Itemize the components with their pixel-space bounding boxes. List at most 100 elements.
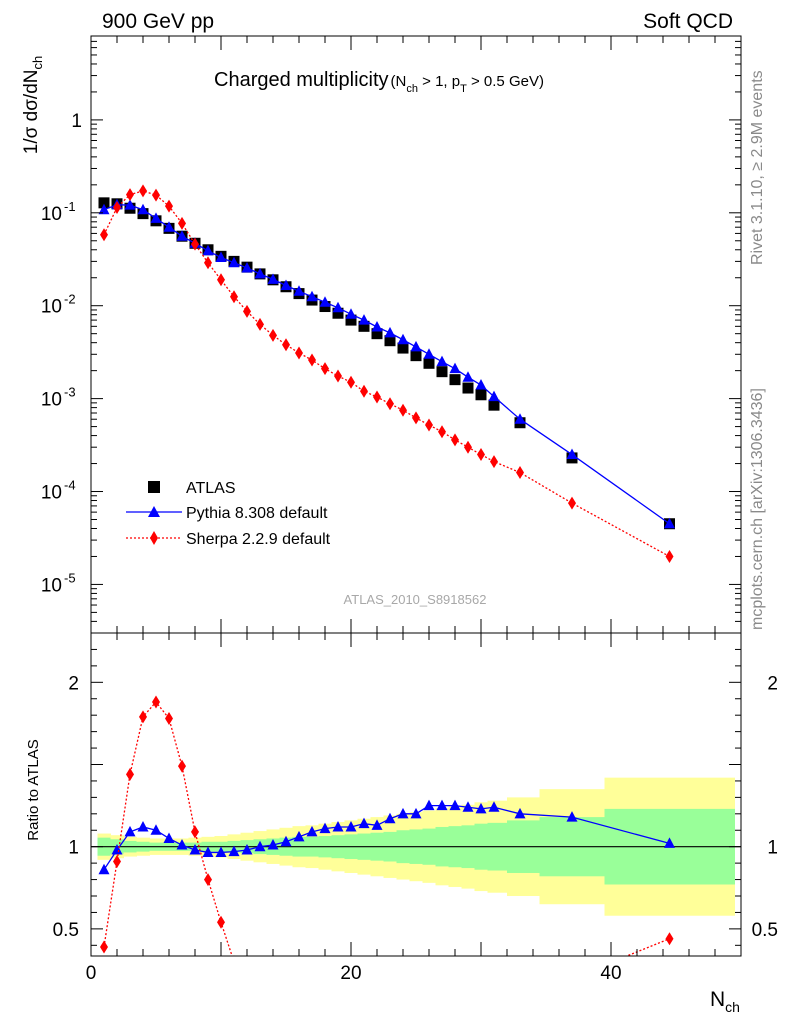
- main-y-tick-label: 10: [41, 483, 62, 504]
- sherpa-main-point: [477, 448, 485, 462]
- mcplots-reference-label: mcplots.cern.ch [arXiv:1306.3436]: [749, 388, 766, 630]
- pythia-ratio-point: [176, 839, 188, 850]
- ratio-y-axis-label: Ratio to ATLAS: [25, 739, 42, 840]
- main-y-tick-label: 1: [71, 111, 82, 132]
- pythia-main-point: [423, 348, 435, 359]
- sherpa-ratio-point: [113, 854, 121, 868]
- atlas-main-point: [384, 335, 396, 347]
- sherpa-main-point: [139, 184, 147, 198]
- main-y-tick-label: 10: [41, 297, 62, 318]
- legend-atlas-label: ATLAS: [186, 480, 236, 497]
- pythia-main-point: [449, 362, 461, 374]
- sherpa-ratio-point: [568, 972, 576, 985]
- pythia-ratio-point: [280, 835, 292, 847]
- sherpa-main-point: [113, 201, 121, 215]
- ratio-plot-series: [98, 695, 675, 985]
- pythia-ratio-point: [664, 837, 675, 848]
- pythia-main-point: [202, 244, 214, 256]
- ratio-y-tick-label-right: 2: [767, 673, 778, 694]
- main-y-tick-exponent: -4: [64, 478, 76, 493]
- main-plot-series: [98, 184, 675, 563]
- sherpa-ratio-point: [126, 767, 134, 781]
- ratio-plot-frame: [90, 632, 742, 957]
- pythia-main-point: [332, 301, 344, 313]
- sherpa-main-point: [230, 290, 238, 304]
- sherpa-ratio-point: [165, 711, 173, 725]
- x-axis-label: Nch: [710, 988, 740, 1015]
- sherpa-main-line: [103, 190, 670, 558]
- pythia-ratio-point: [371, 819, 383, 830]
- pythia-main-point: [137, 203, 149, 215]
- atlas-main-point: [423, 357, 435, 369]
- pythia-ratio-point: [215, 846, 227, 857]
- sherpa-main-point: [386, 397, 394, 411]
- pythia-ratio-point: [202, 846, 214, 857]
- pythia-ratio-point: [514, 807, 526, 819]
- atlas-main-point: [371, 328, 383, 340]
- main-y-tick-label: 10: [41, 204, 62, 225]
- pythia-ratio-point: [241, 843, 253, 855]
- atlas-main-point: [358, 320, 370, 332]
- header-left: 900 GeV pp: [102, 10, 214, 33]
- pythia-main-point: [566, 448, 578, 460]
- legend-pythia-marker: [148, 506, 160, 517]
- pythia-main-point: [488, 390, 500, 402]
- pythia-ratio-point: [410, 807, 422, 819]
- pythia-main-point: [358, 314, 370, 325]
- pythia-ratio-point: [319, 822, 331, 834]
- pythia-ratio-point: [254, 840, 266, 852]
- main-y-axis-label: 1/σ dσ/dNch: [21, 56, 45, 154]
- atlas-main-point: [345, 314, 357, 326]
- ratio-y-tick-label: 0.5: [53, 920, 79, 941]
- atlas-main-point: [436, 366, 448, 378]
- pythia-ratio-point: [189, 843, 201, 855]
- sherpa-main-point: [490, 455, 498, 469]
- pythia-main-point: [306, 290, 318, 302]
- pythia-ratio-point: [462, 801, 474, 812]
- legend: ATLAS Pythia 8.308 default Sherpa 2.2.9 …: [126, 480, 331, 548]
- pythia-main-point: [98, 203, 110, 215]
- sherpa-main-point: [191, 237, 199, 251]
- pythia-ratio-point: [332, 820, 344, 832]
- sherpa-main-point: [217, 273, 225, 287]
- pythia-main-point: [241, 261, 253, 273]
- pythia-main-point: [462, 371, 474, 382]
- main-y-tick-exponent: -2: [64, 292, 76, 307]
- sherpa-main-point: [282, 338, 290, 352]
- atlas-main-point: [397, 342, 409, 354]
- sherpa-main-point: [152, 188, 160, 202]
- sherpa-ratio-point: [100, 940, 108, 954]
- sherpa-ratio-point: [152, 695, 160, 709]
- pythia-ratio-point: [436, 799, 448, 811]
- sherpa-main-point: [412, 411, 420, 425]
- legend-sherpa-label: Sherpa 2.2.9 default: [186, 531, 331, 548]
- atlas-main-point: [488, 399, 500, 411]
- legend-atlas-marker: [148, 481, 160, 493]
- pythia-main-line: [103, 204, 670, 525]
- pythia-main-point: [267, 273, 279, 284]
- pythia-ratio-point: [384, 812, 396, 824]
- pythia-main-point: [436, 355, 448, 367]
- sherpa-ratio-point: [233, 955, 235, 956]
- sherpa-main-point: [126, 188, 134, 202]
- sherpa-main-point: [308, 353, 316, 367]
- atlas-main-point: [410, 350, 422, 362]
- atlas-main-point: [462, 382, 474, 394]
- legend-pythia-label: Pythia 8.308 default: [186, 505, 328, 522]
- x-tick-label: 20: [340, 963, 361, 984]
- pythia-ratio-point: [111, 843, 123, 855]
- pythia-main-point: [254, 267, 266, 279]
- sherpa-main-point: [451, 433, 459, 447]
- main-y-tick-exponent: -5: [64, 570, 76, 585]
- sherpa-main-point: [464, 440, 472, 454]
- pythia-main-point: [319, 296, 331, 307]
- sherpa-ratio-point: [665, 932, 674, 946]
- atlas-main-point: [332, 307, 344, 319]
- sherpa-ratio-point: [191, 825, 199, 839]
- sherpa-main-point: [516, 466, 524, 480]
- pythia-ratio-point: [293, 830, 305, 842]
- sherpa-main-point: [360, 384, 368, 398]
- pythia-ratio-point: [306, 825, 318, 837]
- pythia-main-point: [150, 212, 162, 223]
